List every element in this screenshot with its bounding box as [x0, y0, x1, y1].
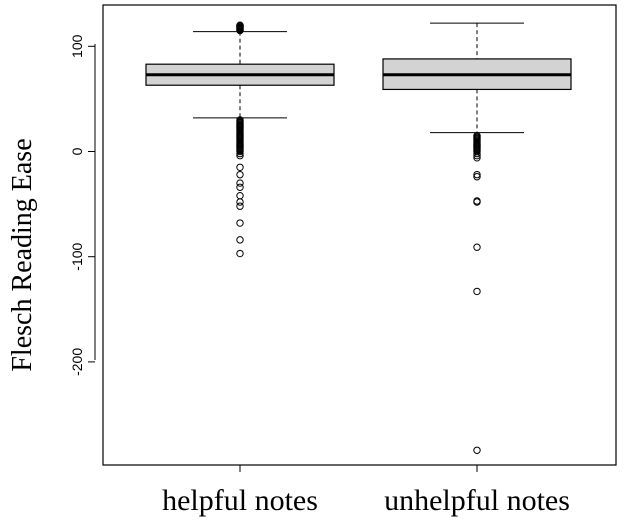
outlier-point — [236, 236, 244, 244]
outlier-point — [236, 163, 244, 171]
outlier-point — [236, 170, 244, 179]
x-ticks: helpful notes unhelpful notes — [162, 465, 570, 517]
y-tick-label: 100 — [69, 34, 85, 58]
outlier-point — [473, 152, 481, 160]
outlier-point — [236, 219, 244, 227]
y-axis-title: Flesch Reading Ease — [7, 138, 38, 371]
outlier-point — [236, 249, 244, 258]
y-tick-label: -200 — [69, 348, 85, 376]
category-label: helpful notes — [162, 484, 318, 517]
outlier-point — [473, 446, 481, 454]
outlier-point — [473, 154, 481, 162]
outlier-point — [236, 202, 244, 210]
outlier-point — [473, 243, 481, 251]
outlier-point — [473, 173, 481, 181]
outlier-point — [236, 183, 244, 191]
outlier-point — [236, 21, 244, 29]
y-tick-label: 0 — [69, 147, 85, 155]
y-ticks: 100 0 -100 -200 — [69, 34, 95, 376]
outlier-point — [236, 198, 244, 206]
outlier-point — [473, 287, 481, 296]
category-label: unhelpful notes — [384, 484, 570, 517]
outlier-point — [236, 147, 244, 156]
outlier-point — [236, 149, 244, 158]
outlier-point — [236, 179, 244, 187]
y-tick-label: -100 — [69, 242, 85, 270]
outlier-point — [473, 149, 481, 158]
outlier-point — [473, 170, 481, 179]
outlier-point — [473, 198, 481, 206]
outlier-point — [236, 191, 244, 200]
boxes — [145, 21, 572, 454]
outlier-point — [236, 152, 244, 160]
